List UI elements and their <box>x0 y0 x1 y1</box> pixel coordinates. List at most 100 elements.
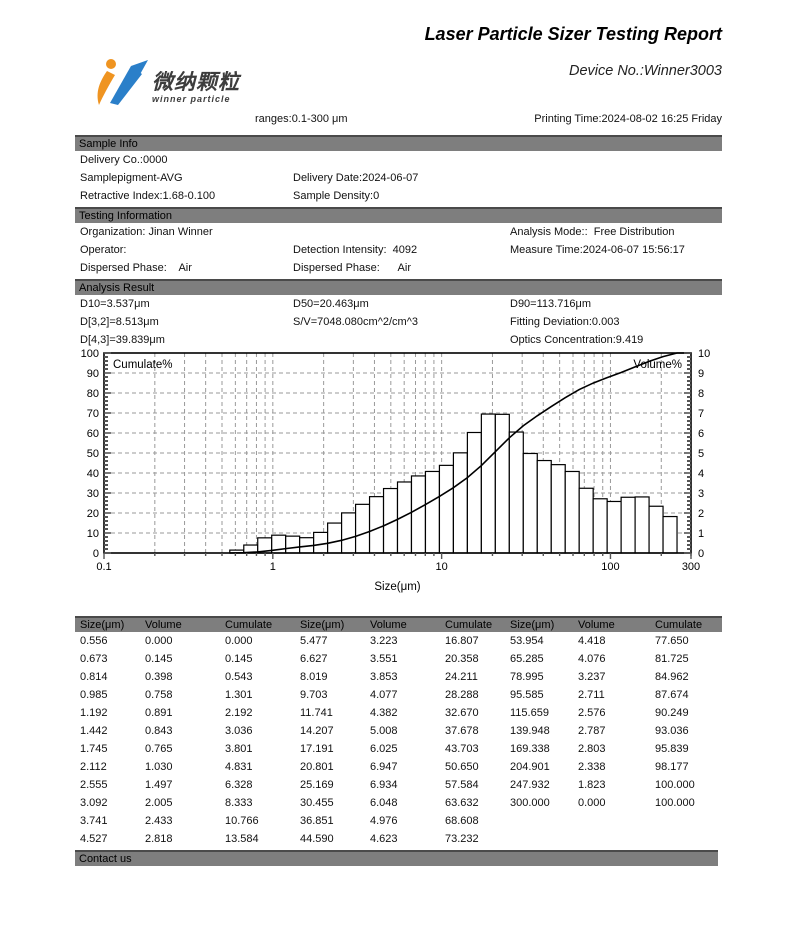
field-row: Dispersed Phase: Air Dispersed Phase: Air <box>75 259 722 277</box>
table-header-cell: Cumulate <box>445 619 493 631</box>
svg-text:0: 0 <box>93 548 99 560</box>
table-cell: 4.418 <box>578 635 606 647</box>
field-text: Optics Concentration:9.419 <box>510 334 644 346</box>
table-cell: 0.758 <box>145 689 173 701</box>
table-cell: 36.851 <box>300 815 334 827</box>
table-row: 0.556 0.000 0.000 5.477 3.223 16.807 53.954 4.4… <box>75 632 722 650</box>
table-row: 0.814 0.398 0.543 8.019 3.853 24.211 78.995 3.2… <box>75 668 722 686</box>
table-row: 2.112 1.030 4.831 20.801 6.947 50.650 204.901 2… <box>75 758 722 776</box>
table-cell: 78.995 <box>510 671 544 683</box>
section-header: Sample Info <box>75 135 722 151</box>
table-cell: 300.000 <box>510 797 550 809</box>
table-cell: 8.333 <box>225 797 253 809</box>
table-cell: 24.211 <box>445 671 478 683</box>
svg-text:4: 4 <box>698 468 704 480</box>
field-text: D50=20.463μm <box>293 298 369 310</box>
table-cell: 0.000 <box>145 635 173 647</box>
table-cell: 44.590 <box>300 833 334 845</box>
printing-time: Printing Time:2024-08-02 16:25 Friday <box>534 113 722 125</box>
table-cell: 0.843 <box>145 725 173 737</box>
svg-text:1: 1 <box>270 561 276 573</box>
table-cell: 17.191 <box>300 743 334 755</box>
table-cell: 68.608 <box>445 815 479 827</box>
table-cell: 50.650 <box>445 761 479 773</box>
field-row: D[3,2]=8.513μm S/V=7048.080cm^2/cm^3 Fitti… <box>75 313 722 331</box>
table-cell: 20.358 <box>445 653 479 665</box>
table-cell: 8.019 <box>300 671 328 683</box>
table-cell: 1.745 <box>80 743 108 755</box>
svg-text:100: 100 <box>81 348 99 360</box>
table-row: 3.092 2.005 8.333 30.455 6.048 63.632 300.000 0… <box>75 794 722 812</box>
table-cell: 5.008 <box>370 725 398 737</box>
size-distribution-table: Size(μm) Volume Cumulate Size(μm) Volume Cumu… <box>75 616 722 848</box>
table-cell: 6.934 <box>370 779 398 791</box>
table-cell: 0.000 <box>578 797 606 809</box>
table-cell: 4.527 <box>80 833 108 845</box>
table-body: 0.556 0.000 0.000 5.477 3.223 16.807 53.954 4.4… <box>75 632 722 848</box>
svg-text:2: 2 <box>698 508 704 520</box>
table-header-cell: Size(μm) <box>300 619 345 631</box>
svg-text:60: 60 <box>87 428 99 440</box>
field-text: Operator: <box>80 244 127 256</box>
table-cell: 14.207 <box>300 725 334 737</box>
table-cell: 6.048 <box>370 797 398 809</box>
page-title: Laser Particle Sizer Testing Report <box>424 24 722 44</box>
svg-text:40: 40 <box>87 468 99 480</box>
table-cell: 115.659 <box>510 707 549 719</box>
table-cell: 2.112 <box>80 761 107 773</box>
table-row: 4.527 2.818 13.584 44.590 4.623 73.232 <box>75 830 722 848</box>
field-text: Samplepigment-AVG <box>80 172 183 184</box>
table-header-cell: Volume <box>145 619 182 631</box>
table-cell: 43.703 <box>445 743 479 755</box>
field-text: D[3,2]=8.513μm <box>80 316 159 328</box>
table-cell: 81.725 <box>655 653 689 665</box>
svg-text:Cumulate%: Cumulate% <box>113 359 172 371</box>
table-cell: 37.678 <box>445 725 479 737</box>
table-cell: 139.948 <box>510 725 550 737</box>
field-text: Dispersed Phase: Air <box>80 262 192 274</box>
table-cell: 1.497 <box>145 779 173 791</box>
table-cell: 0.543 <box>225 671 253 683</box>
table-cell: 95.585 <box>510 689 544 701</box>
table-cell: 0.145 <box>145 653 173 665</box>
table-cell: 3.223 <box>370 635 398 647</box>
svg-text:70: 70 <box>87 408 99 420</box>
table-header-cell: Size(μm) <box>80 619 125 631</box>
table-cell: 3.551 <box>370 653 398 665</box>
table-cell: 0.765 <box>145 743 173 755</box>
table-cell: 0.985 <box>80 689 108 701</box>
table-header-cell: Cumulate <box>655 619 703 631</box>
field-text: D10=3.537μm <box>80 298 150 310</box>
section-contact-us: Contact us <box>75 850 718 866</box>
table-cell: 1.030 <box>145 761 173 773</box>
field-row: Delivery Co.:0000 <box>75 151 722 169</box>
table-cell: 4.976 <box>370 815 398 827</box>
table-cell: 30.455 <box>300 797 334 809</box>
table-cell: 57.584 <box>445 779 479 791</box>
table-cell: 95.839 <box>655 743 689 755</box>
table-cell: 2.338 <box>578 761 606 773</box>
table-cell: 13.584 <box>225 833 259 845</box>
table-cell: 6.947 <box>370 761 398 773</box>
table-row: 2.555 1.497 6.328 25.169 6.934 57.584 247.932 1… <box>75 776 722 794</box>
table-cell: 2.787 <box>578 725 606 737</box>
table-cell: 0.814 <box>80 671 108 683</box>
svg-text:8: 8 <box>698 388 704 400</box>
table-cell: 93.036 <box>655 725 689 737</box>
table-header-cell: Volume <box>578 619 615 631</box>
table-cell: 0.673 <box>80 653 108 665</box>
table-cell: 25.169 <box>300 779 334 791</box>
field-text: Sample Density:0 <box>293 190 380 202</box>
svg-text:1: 1 <box>698 528 704 540</box>
table-cell: 65.285 <box>510 653 544 665</box>
table-cell: 3.801 <box>225 743 253 755</box>
table-cell: 3.036 <box>225 725 253 737</box>
table-row: 1.192 0.891 2.192 11.741 4.382 32.670 115.659 2… <box>75 704 722 722</box>
field-text: Analysis Mode:: Free Distribution <box>510 226 675 238</box>
table-cell: 20.801 <box>300 761 334 773</box>
measure-ranges: ranges:0.1-300 μm <box>255 113 348 125</box>
table-cell: 169.338 <box>510 743 550 755</box>
table-cell: 2.192 <box>225 707 253 719</box>
table-cell: 2.005 <box>145 797 173 809</box>
